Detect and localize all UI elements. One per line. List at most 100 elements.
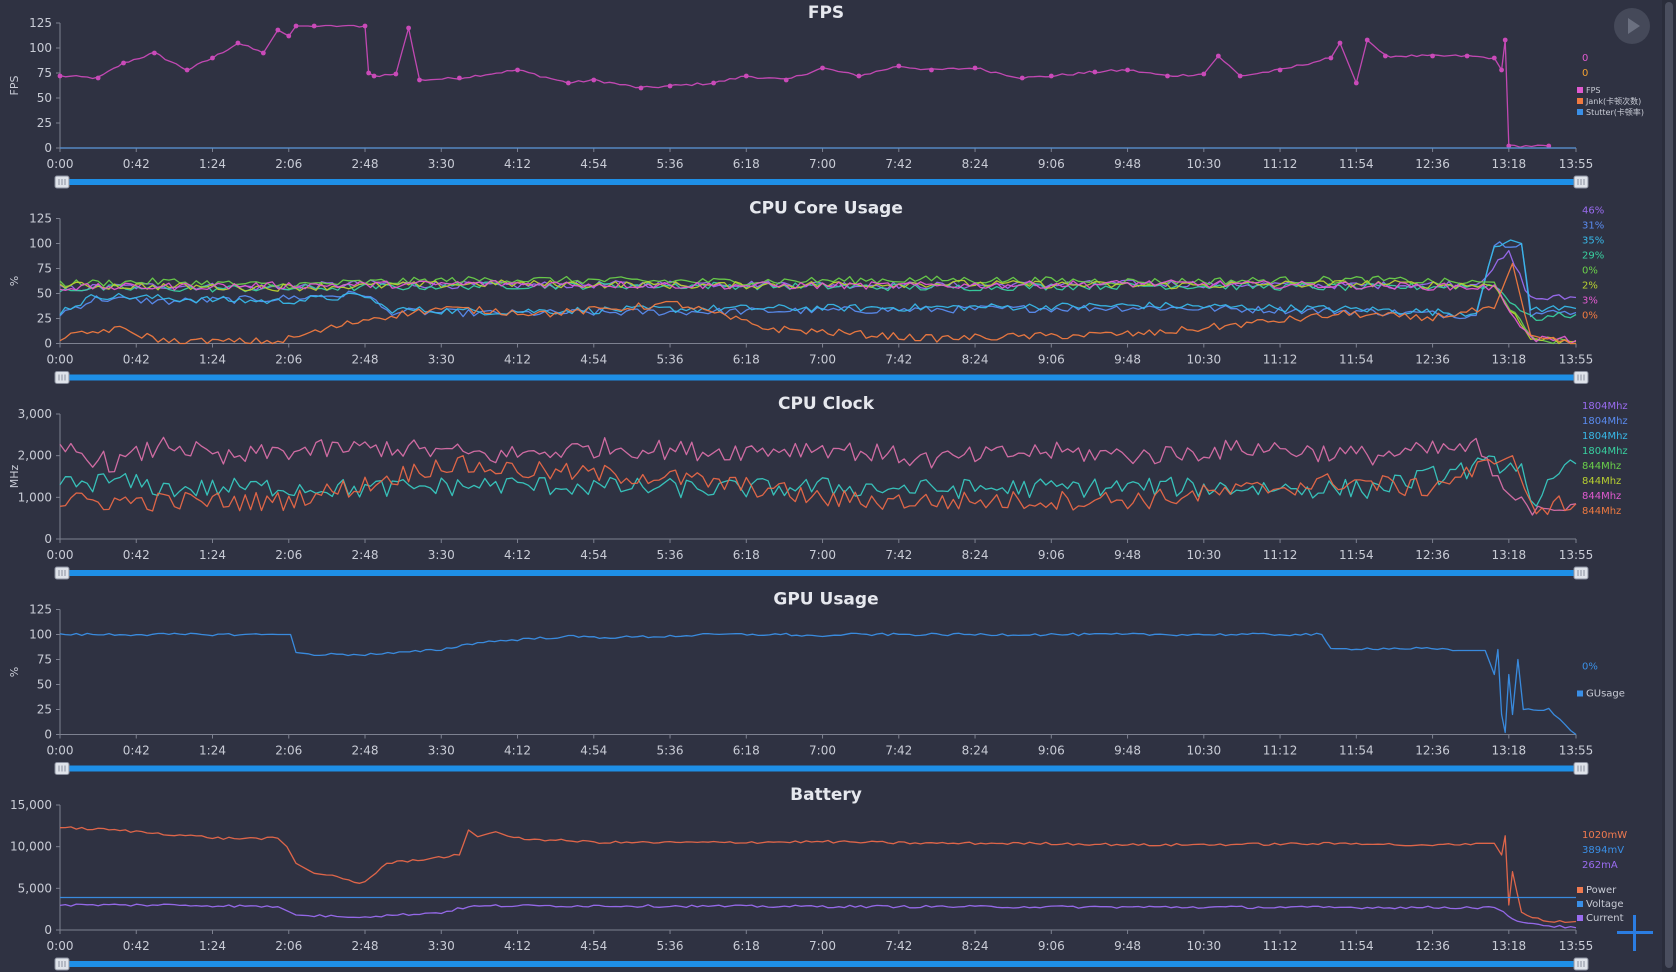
legend-swatch[interactable] [1577,98,1583,104]
x-tick-label: 9:48 [1114,939,1141,953]
x-tick-label: 13:55 [1559,157,1594,171]
x-tick-label: 4:12 [504,157,531,171]
range-slider-track[interactable] [62,179,1582,185]
x-tick-label: 11:54 [1339,548,1374,562]
x-tick-label: 9:06 [1038,353,1065,367]
x-tick-label: 2:48 [352,744,379,758]
x-tick-label: 10:30 [1187,353,1222,367]
data-point [1491,55,1497,61]
x-tick-label: 6:18 [733,744,760,758]
x-tick-label: 9:06 [1038,744,1065,758]
range-slider[interactable] [54,371,1589,384]
legend-item[interactable]: GUsage [1586,689,1625,700]
legend-swatch[interactable] [1577,690,1583,697]
x-tick-label: 12:36 [1415,353,1450,367]
page-scrollbar[interactable] [1662,0,1676,972]
current-value: 0% [1582,662,1598,673]
series-line-core-3 [59,239,1577,318]
legend-item[interactable]: Voltage [1586,899,1624,910]
y-axis-label: FPS [8,76,21,96]
range-slider-track[interactable] [62,570,1582,576]
data-point [121,60,126,66]
data-point [929,67,934,73]
x-tick-label: 2:06 [275,548,302,562]
data-point [972,65,978,71]
x-tick-label: 7:42 [885,157,912,171]
x-tick-label: 11:54 [1339,157,1374,171]
legend-swatch[interactable] [1577,901,1583,907]
data-point [1019,75,1025,81]
x-tick-label: 2:06 [275,939,302,953]
legend-swatch[interactable] [1577,915,1583,921]
plus-icon[interactable] [1617,915,1653,951]
y-tick-label: 5,000 [18,881,52,895]
x-tick-label: 1:24 [199,157,226,171]
data-point [1277,67,1283,73]
x-tick-label: 6:18 [733,353,760,367]
x-tick-label: 13:55 [1559,353,1594,367]
data-point [591,77,597,83]
range-slider[interactable] [54,566,1589,580]
x-tick-label: 4:54 [580,157,607,171]
x-tick-label: 6:18 [733,157,760,171]
legend-item[interactable]: Jank(卡顿次数) [1585,96,1641,106]
range-slider-track[interactable] [62,961,1582,967]
x-tick-label: 11:12 [1263,157,1298,171]
x-tick-label: 6:18 [733,548,760,562]
range-slider[interactable] [54,762,1589,775]
x-tick-label: 9:48 [1114,157,1141,171]
y-axis-label: % [8,667,21,677]
current-value: 262mA [1582,860,1618,871]
data-point [1499,67,1504,73]
current-value: 844Mhz [1582,506,1621,517]
data-point [235,40,241,46]
x-tick-label: 13:18 [1492,353,1527,367]
series-line-power [59,826,1577,924]
chart-title: CPU Core Usage [749,199,903,219]
x-tick-label: 0:00 [47,744,74,758]
range-slider[interactable] [54,175,1589,189]
range-slider[interactable] [54,957,1589,971]
x-tick-label: 0:42 [123,548,150,562]
x-tick-label: 9:48 [1114,353,1141,367]
y-axis-label: MHz [8,465,21,489]
legend-item[interactable]: Stutter(卡顿率) [1586,107,1644,117]
data-point [362,23,368,29]
legend-swatch[interactable] [1577,887,1583,893]
y-tick-label: 2,000 [18,449,52,463]
y-tick-label: 25 [37,116,52,130]
x-tick-label: 7:42 [885,744,912,758]
x-tick-label: 4:54 [580,939,607,953]
data-point [667,83,673,89]
range-slider-track[interactable] [62,765,1582,772]
y-tick-label: 10,000 [10,840,52,854]
legend-swatch[interactable] [1577,87,1583,93]
current-value: 0% [1582,266,1598,277]
data-point [457,75,462,81]
x-tick-label: 8:24 [962,353,989,367]
x-tick-label: 10:30 [1187,548,1222,562]
legend-swatch[interactable] [1577,109,1583,115]
legend-item[interactable]: FPS [1586,86,1601,95]
data-point [1506,143,1512,149]
range-slider-track[interactable] [62,374,1582,381]
y-tick-label: 125 [29,212,52,226]
chart-battery: Battery 0 5,000 10,000 15,000 0:00 0:42 1:24 2:0… [10,785,1627,971]
page-scrollbar-thumb[interactable] [1665,2,1673,968]
y-tick-label: 0 [44,923,52,937]
data-point [820,65,825,71]
x-tick-label: 2:48 [352,548,379,562]
current-value: 1020mW [1582,830,1627,841]
legend-item[interactable]: Current [1586,913,1624,924]
legend-item[interactable]: Power [1586,885,1617,896]
data-point [95,75,101,81]
series-line-core-8 [59,262,1576,345]
y-tick-label: 0 [44,141,52,155]
series-line-little-cluster [59,455,1577,507]
x-tick-label: 3:30 [428,548,455,562]
current-value: 3894mV [1582,845,1624,856]
data-point [1237,73,1243,79]
current-value: 0 [1582,53,1588,64]
play-icon[interactable] [1614,8,1650,44]
